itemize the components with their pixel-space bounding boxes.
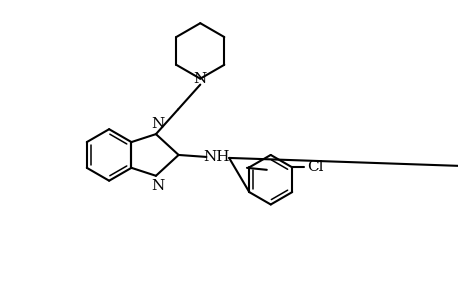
Text: Cl: Cl	[307, 160, 323, 174]
Text: N: N	[193, 72, 207, 86]
Text: N: N	[151, 179, 164, 193]
Text: N: N	[151, 117, 164, 131]
Text: NH: NH	[202, 150, 229, 164]
